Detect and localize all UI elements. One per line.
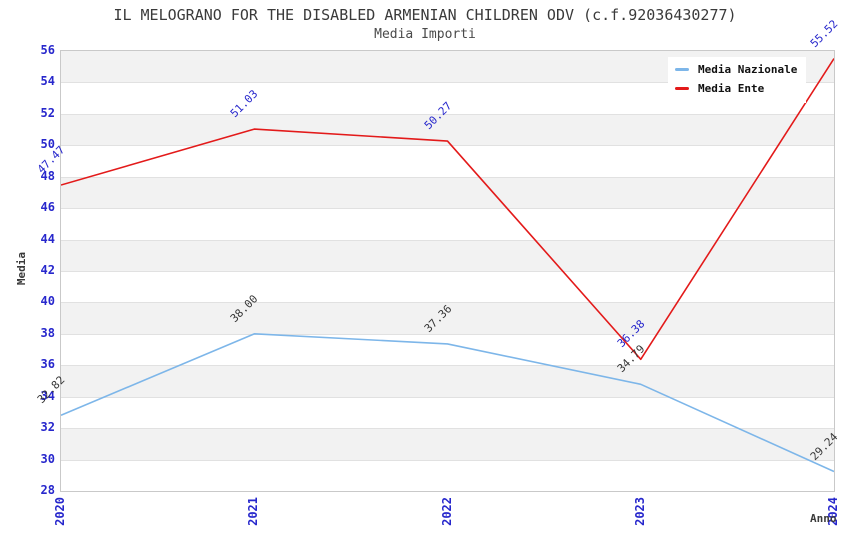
y-tick-label: 44 xyxy=(40,231,55,246)
plot-band xyxy=(61,459,834,491)
plot-band xyxy=(61,428,834,460)
gridline xyxy=(61,208,834,209)
legend-item-media-nazionale[interactable]: Media Nazionale xyxy=(675,60,797,79)
series-line-media-nazionale[interactable] xyxy=(61,333,834,473)
gridline xyxy=(61,82,834,83)
y-tick-label: 56 xyxy=(40,43,55,57)
plot-band xyxy=(61,396,834,429)
gridline xyxy=(61,365,834,366)
chart-title: IL MELOGRANO FOR THE DISABLED ARMENIAN C… xyxy=(113,6,737,24)
y-tick-label: 36 xyxy=(40,357,55,372)
legend-label: Media Nazionale xyxy=(698,63,798,76)
chart-subtitle: Media Importi xyxy=(374,27,476,42)
y-tick-label: 50 xyxy=(40,137,55,152)
gridline xyxy=(61,177,834,178)
gridline xyxy=(61,397,834,398)
plot-band xyxy=(61,302,834,334)
gridline xyxy=(61,145,834,146)
series-line-media-ente[interactable] xyxy=(61,58,834,361)
gridlines xyxy=(61,51,834,491)
legend-swatch-icon xyxy=(675,87,689,90)
plot-band xyxy=(61,271,834,303)
y-tick-label: 32 xyxy=(40,420,55,435)
legend-item-media-ente[interactable]: Media Ente xyxy=(675,79,797,98)
gridline xyxy=(61,271,834,272)
gridline xyxy=(61,428,834,429)
legend-label: Media Ente xyxy=(698,82,765,95)
plot-band xyxy=(61,145,834,177)
y-tick-label: 46 xyxy=(40,200,55,215)
gridline xyxy=(61,302,834,303)
y-tick-label: 38 xyxy=(40,325,55,340)
series-lines xyxy=(61,58,834,473)
plot-band xyxy=(61,333,834,366)
y-tick-label: 30 xyxy=(40,451,55,466)
plot-band xyxy=(61,113,834,146)
gridline xyxy=(61,334,834,335)
gridline xyxy=(61,240,834,241)
y-tick-label: 34 xyxy=(40,388,55,403)
plot-band xyxy=(61,239,834,271)
y-tick-label: 40 xyxy=(40,294,55,309)
legend-swatch-icon xyxy=(675,68,689,71)
y-tick-label: 52 xyxy=(40,105,55,120)
y-tick-label: 54 xyxy=(40,74,55,89)
plot-band xyxy=(61,176,834,209)
gridline xyxy=(61,460,834,461)
x-axis-title: Anno xyxy=(810,512,837,525)
gridline xyxy=(61,114,834,115)
y-tick-label: 28 xyxy=(40,483,55,497)
y-tick-label: 48 xyxy=(40,168,55,183)
legend: Media Nazionale Media Ente xyxy=(668,57,807,103)
plot-band xyxy=(61,365,834,397)
y-tick-label: 42 xyxy=(40,263,55,277)
plot-band xyxy=(61,208,834,240)
plot-area xyxy=(60,50,835,492)
